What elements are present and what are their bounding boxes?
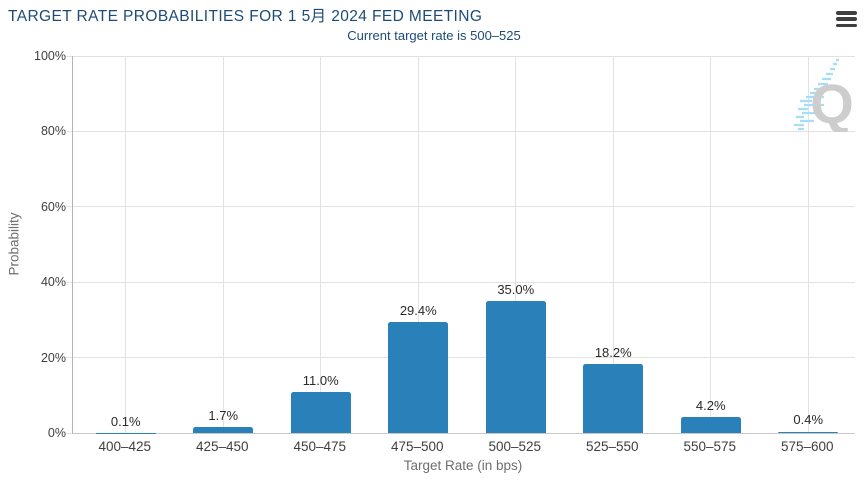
y-tick-label: 100% — [34, 49, 66, 63]
x-gridline — [515, 56, 517, 433]
x-gridline — [125, 56, 127, 433]
hamburger-icon — [836, 17, 857, 21]
y-gridline — [73, 281, 855, 283]
y-tick-label: 60% — [40, 199, 66, 214]
bar-value-label: 0.4% — [793, 412, 824, 428]
hamburger-icon — [836, 23, 857, 27]
bar-525–550[interactable] — [583, 364, 644, 433]
bar-value-label: 1.7% — [208, 407, 239, 423]
bar-550–575[interactable] — [680, 417, 741, 433]
y-tick-mark — [66, 55, 72, 57]
y-tick-mark — [66, 206, 72, 208]
y-tick-mark — [66, 432, 72, 434]
y-gridline — [73, 55, 855, 57]
x-tick-label: 550–575 — [683, 439, 737, 454]
bar-475–500[interactable] — [388, 322, 449, 433]
bar-value-label: 18.2% — [594, 345, 632, 361]
bar-value-label: 0.1% — [110, 413, 141, 429]
bar-425–450[interactable] — [193, 426, 254, 433]
bar-value-label: 29.4% — [399, 303, 437, 319]
x-tick-label: 400–425 — [98, 439, 152, 454]
x-gridline — [417, 56, 419, 433]
bar-400–425[interactable] — [95, 432, 156, 433]
hamburger-icon — [836, 11, 857, 15]
chart-context-menu-button[interactable] — [836, 11, 857, 27]
bar-500–525[interactable] — [485, 301, 546, 433]
x-tick-label: 425–450 — [195, 439, 249, 454]
x-tick-label: 500–525 — [488, 439, 542, 454]
y-gridline — [73, 357, 855, 359]
y-tick-mark — [66, 357, 72, 359]
x-gridline — [612, 56, 614, 433]
y-tick-mark — [66, 130, 72, 132]
x-axis-title: Target Rate (in bps) — [403, 458, 523, 473]
y-tick-label: 40% — [40, 275, 66, 290]
y-gridline — [73, 130, 855, 132]
y-tick-label: 80% — [40, 124, 66, 139]
y-tick-mark — [66, 281, 72, 283]
y-tick-label: 20% — [40, 350, 66, 365]
bar-value-label: 4.2% — [695, 398, 726, 414]
bar-value-label: 35.0% — [497, 282, 535, 298]
bar-450–475[interactable] — [290, 391, 351, 433]
plot-area: 0.1% 1.7% 11.0% 29.4% 35.0% 18.2% 4.2% 0.4% — [72, 55, 855, 434]
x-gridline — [710, 56, 712, 433]
x-gridline — [320, 56, 322, 433]
x-tick-label: 475–500 — [390, 439, 444, 454]
x-tick-label: 575–600 — [780, 439, 834, 454]
y-axis-title: Probability — [6, 212, 22, 276]
bar-575–600[interactable] — [778, 431, 839, 433]
y-tick-label: 0% — [47, 426, 66, 440]
bar-value-label: 11.0% — [302, 372, 339, 388]
y-gridline — [73, 206, 855, 208]
x-tick-label: 450–475 — [293, 439, 347, 454]
x-gridline — [222, 56, 224, 433]
x-gridline — [807, 56, 809, 433]
x-tick-label: 525–550 — [585, 439, 639, 454]
chart-subtitle: Current target rate is 500–525 — [347, 28, 521, 43]
chart-title: TARGET RATE PROBABILITIES FOR 1 5月 2024 … — [8, 8, 483, 25]
